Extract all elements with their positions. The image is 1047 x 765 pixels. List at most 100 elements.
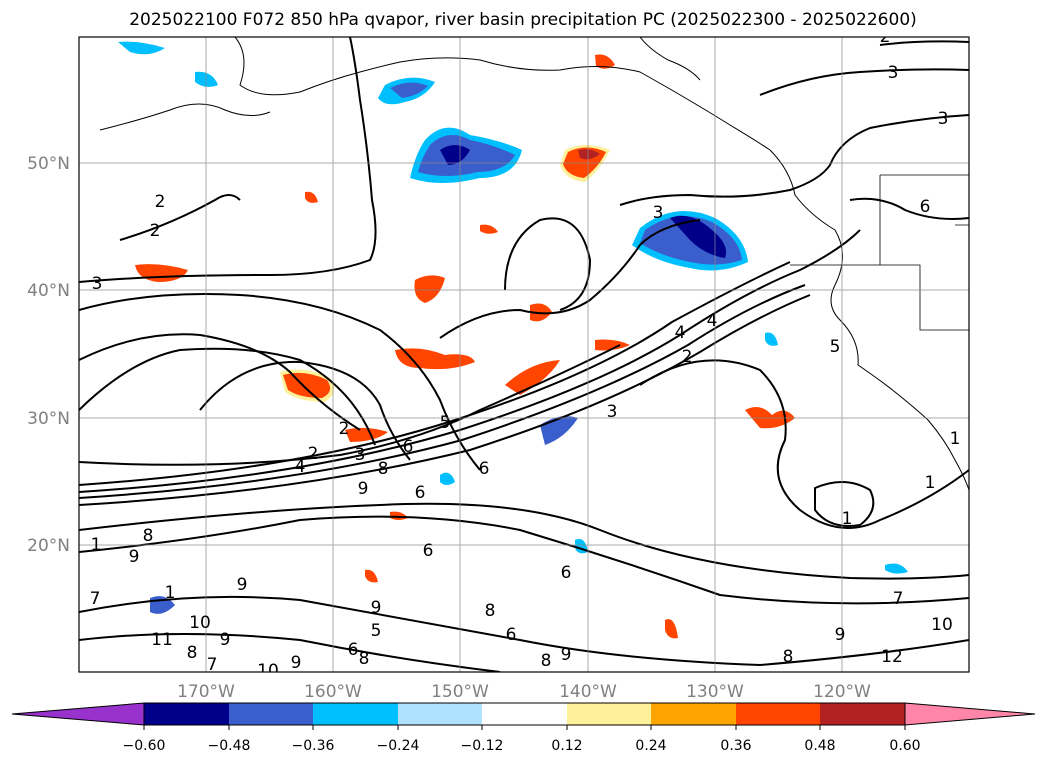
contour-label: 4: [675, 323, 686, 343]
colorbar-tick-label: −0.12: [461, 738, 504, 754]
pc-shading: [118, 41, 908, 639]
contour-label: 5: [830, 337, 841, 357]
contour-label: 3: [888, 63, 899, 83]
colorbar-segment: [144, 703, 229, 725]
contour-label: 2: [155, 192, 166, 212]
contour-label: 10: [931, 615, 953, 635]
qvapor-contours: [79, 37, 969, 672]
positive-pc-area: [280, 369, 334, 402]
contour-label: 6: [479, 459, 490, 479]
colorbar-tick-label: 0.24: [635, 738, 666, 754]
contour-label: 8: [143, 526, 154, 546]
colorbar-segment: [313, 703, 398, 725]
contour-label: 6: [403, 437, 414, 457]
negative-pc-area: [118, 41, 165, 55]
contour-label: 9: [237, 575, 248, 595]
colorbar-segment: [567, 703, 651, 725]
contour-label: 11: [151, 630, 173, 650]
contour-label: 2: [682, 347, 693, 367]
negative-pc-area: [410, 127, 522, 183]
colorbar-tick-label: −0.60: [123, 738, 166, 754]
contour-label: 7: [207, 655, 218, 675]
contour-label: 8: [783, 647, 794, 667]
contour-label: 1: [950, 429, 961, 449]
contour-label: 8: [187, 643, 198, 663]
positive-pc-area: [305, 191, 318, 203]
map-content: 2 3 3 2 2 3 6 3 2 4 5 6 6 4 3 1 2 2 3 4: [79, 27, 969, 675]
lat-tick-labels: 20°N 30°N 40°N 50°N: [27, 154, 70, 556]
colorbar-segment: [820, 703, 905, 725]
contour-labels: 2 3 3 2 2 3 6 3 2 4 5 6 6 4 3 1 2 2 3 4: [90, 27, 961, 675]
contour-label: 3: [355, 445, 366, 465]
colorbar-extend-low: [11, 702, 145, 726]
contour-label: 8: [378, 459, 389, 479]
contour-label: 1: [925, 473, 936, 493]
positive-pc-area: [345, 427, 388, 442]
contour-label: 6: [920, 197, 931, 217]
colorbar-segment: [398, 703, 482, 725]
contour-label: 2: [880, 27, 891, 47]
colorbar-segment: [736, 703, 820, 725]
contour-label: 7: [893, 589, 904, 609]
colorbar-tick-label: −0.48: [208, 738, 251, 754]
lon-tick-label: 170°W: [177, 682, 235, 702]
contour-label: 8: [485, 601, 496, 621]
colorbar-tick-label: −0.24: [377, 738, 420, 754]
lon-tick-label: 140°W: [559, 682, 617, 702]
state-borders: [790, 174, 969, 331]
colorbar-segment: [482, 703, 567, 725]
contour-label: 9: [129, 547, 140, 567]
contour-label: 3: [653, 203, 664, 223]
negative-pc-area: [440, 472, 455, 485]
positive-pc-area: [595, 339, 630, 351]
lat-tick-label: 20°N: [27, 536, 70, 556]
colorbar: −0.60 −0.48 −0.36 −0.24 −0.12 0.12 0.24 …: [11, 702, 1036, 754]
contour-label: 6: [506, 625, 517, 645]
colorbar-segment: [229, 703, 313, 725]
contour-label: 10: [189, 613, 211, 633]
negative-pc-area: [765, 332, 778, 346]
lat-tick-label: 50°N: [27, 154, 70, 174]
colorbar-ticks: [143, 725, 906, 730]
contour-label: 2: [339, 419, 350, 439]
lon-tick-labels: 170°W 160°W 150°W 140°W 130°W 120°W: [177, 682, 871, 702]
contour-label: 1: [91, 535, 102, 555]
colorbar-segment: [651, 703, 736, 725]
gridlines: [79, 37, 969, 672]
contour-label: 5: [371, 621, 382, 641]
contour-label: 3: [938, 109, 949, 129]
positive-pc-area: [595, 54, 615, 69]
contour-label: 3: [607, 402, 618, 422]
positive-pc-area: [365, 569, 378, 583]
positive-pc-area: [505, 360, 560, 395]
map-frame: [78, 36, 970, 673]
contour-label: 1: [842, 509, 853, 529]
lon-tick-label: 120°W: [813, 682, 871, 702]
colorbar-tick-label: 0.60: [889, 738, 920, 754]
map-panel: 2 3 3 2 2 3 6 3 2 4 5 6 6 4 3 1 2 2 3 4: [78, 27, 970, 675]
contour-label: 6: [423, 541, 434, 561]
figure-title: 2025022100 F072 850 hPa qvapor, river ba…: [129, 10, 917, 30]
negative-pc-area: [885, 563, 908, 574]
contour-label: 6: [348, 640, 359, 660]
map-background: [79, 37, 969, 672]
lon-tick-label: 130°W: [686, 682, 744, 702]
coastlines: [99, 37, 969, 491]
positive-pc-area: [665, 619, 678, 639]
contour-label: 4: [707, 311, 718, 331]
positive-pc-area: [414, 275, 445, 303]
lon-tick-label: 160°W: [304, 682, 362, 702]
colorbar-tick-label: −0.36: [292, 738, 335, 754]
colorbar-outline: [143, 702, 906, 726]
contour-label: 9: [358, 479, 369, 499]
colorbar-tick-label: 0.36: [720, 738, 751, 754]
lat-tick-label: 40°N: [27, 281, 70, 301]
contour-label: 3: [92, 274, 103, 294]
contour-label: 8: [541, 651, 552, 671]
contour-label: 9: [561, 645, 572, 665]
contour-label: 7: [90, 589, 101, 609]
contour-label: 9: [291, 653, 302, 673]
lon-tick-label: 150°W: [431, 682, 489, 702]
contour-label: 4: [295, 457, 306, 477]
